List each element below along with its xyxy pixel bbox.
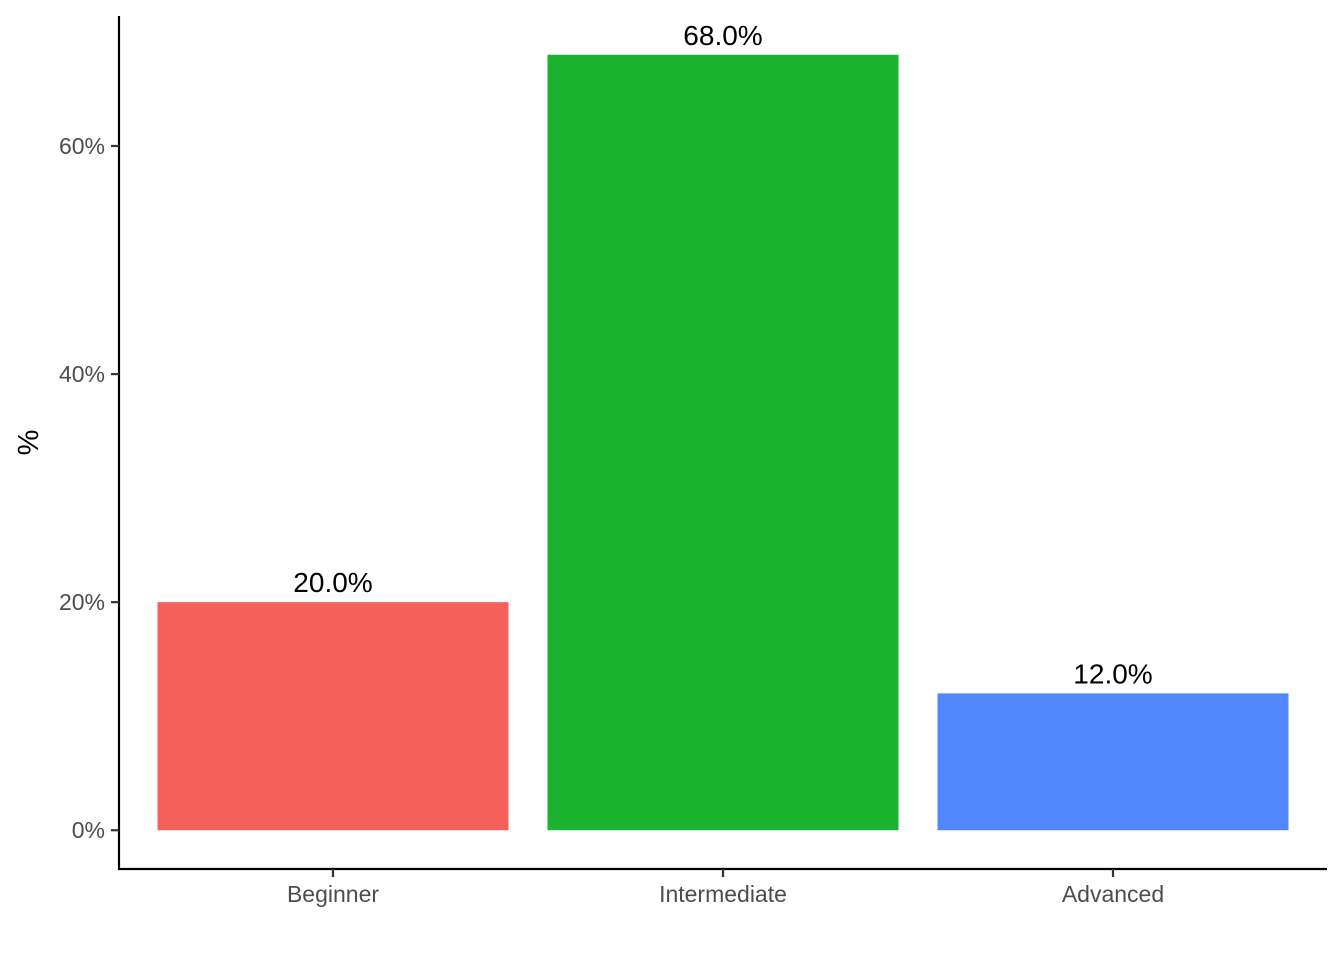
bar-beginner xyxy=(157,602,509,831)
x-axis: Beginner Intermediate Advanced xyxy=(118,867,1327,907)
y-tick-label: 20% xyxy=(59,589,105,615)
data-labels-group: 20.0% 68.0% 12.0% xyxy=(293,20,1152,690)
data-label-intermediate: 68.0% xyxy=(683,20,762,51)
x-tick-label-beginner: Beginner xyxy=(287,881,379,907)
data-label-beginner: 20.0% xyxy=(293,567,372,598)
data-label-advanced: 12.0% xyxy=(1073,658,1152,689)
y-axis-title: % xyxy=(13,430,45,456)
x-tick-label-intermediate: Intermediate xyxy=(659,881,787,907)
bars-group xyxy=(157,54,1289,831)
y-tick-label: 40% xyxy=(59,361,105,387)
bar-intermediate xyxy=(547,54,899,831)
bar-advanced xyxy=(937,693,1289,831)
y-axis: 0% 20% 40% 60% xyxy=(59,16,121,870)
x-tick-label-advanced: Advanced xyxy=(1062,881,1164,907)
y-tick-label: 0% xyxy=(72,817,105,843)
y-tick-label: 60% xyxy=(59,133,105,159)
